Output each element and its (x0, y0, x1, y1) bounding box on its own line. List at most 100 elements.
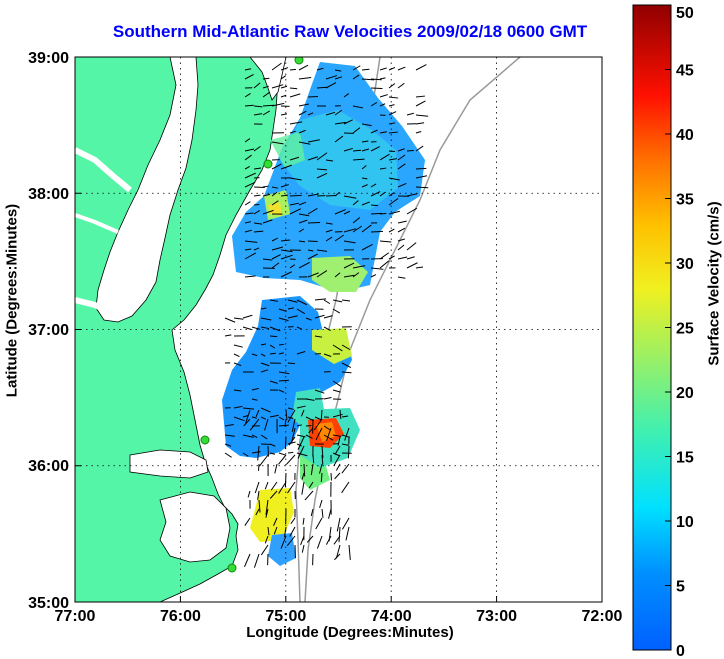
velocity-vector (244, 92, 251, 98)
velocity-vector (269, 326, 281, 332)
velocity-vector (233, 389, 242, 392)
station-marker (263, 159, 273, 169)
velocity-vector (325, 111, 336, 116)
velocity-vector (307, 139, 320, 143)
velocity-vector (341, 344, 351, 351)
velocity-vector (280, 194, 288, 197)
velocity-vector (296, 405, 306, 409)
velocity-vector (297, 436, 305, 450)
velocity-vector (242, 326, 252, 330)
velocity-vector (260, 362, 270, 367)
velocity-vector (298, 129, 306, 134)
velocity-vector (305, 416, 314, 422)
velocity-vector (325, 82, 337, 89)
velocity-vector (319, 463, 323, 474)
velocity-vector (370, 183, 377, 188)
velocity-vector (314, 314, 325, 319)
velocity-vector (325, 222, 333, 225)
velocity-vector (273, 526, 278, 535)
velocity-vector (296, 434, 306, 438)
velocity-vector (244, 517, 251, 526)
velocity-vector (307, 95, 319, 98)
colorbar-tick-label: 25 (676, 321, 694, 338)
velocity-vector (352, 265, 366, 269)
potomac-river (75, 147, 132, 193)
velocity-vector (397, 182, 407, 188)
velocity-vector (316, 168, 328, 171)
velocity-vector (264, 418, 269, 431)
velocity-vector (316, 270, 328, 278)
velocity-vector (341, 415, 349, 418)
velocity-vector (280, 271, 292, 278)
velocity-vector (333, 535, 341, 545)
velocity-vector (379, 77, 386, 80)
velocity-vector (298, 261, 311, 269)
velocity-vector (289, 177, 302, 181)
velocity-vector (334, 234, 345, 242)
velocity-vector (352, 225, 362, 233)
velocity-vector (406, 207, 418, 215)
velocity-vector (301, 472, 305, 480)
velocity-vector (305, 398, 315, 401)
velocity-vector (388, 197, 399, 206)
velocity-vector (332, 434, 342, 437)
velocity-vector (307, 253, 318, 260)
velocity-vector (296, 326, 303, 330)
velocity-vector (370, 212, 382, 215)
velocity-vector (280, 249, 293, 253)
velocity-vector (323, 353, 332, 357)
velocity-vector (370, 78, 382, 81)
velocity-vector (388, 83, 396, 89)
velocity-vector (325, 75, 338, 80)
velocity-vector (334, 191, 340, 197)
x-tick-label: 72:00 (582, 608, 623, 625)
velocity-vector (233, 362, 242, 367)
velocity-vector (320, 409, 323, 421)
velocity-vector (244, 68, 252, 71)
velocity-vector (245, 409, 251, 424)
velocity-vector (269, 380, 278, 384)
velocity-vector (253, 113, 263, 116)
velocity-vector (325, 159, 334, 162)
velocity-vector (316, 152, 328, 161)
velocity-vector (224, 452, 232, 458)
velocity-vector (379, 131, 387, 134)
velocity-vector (297, 445, 305, 459)
velocity-vector (296, 351, 306, 355)
velocity-vector (285, 409, 288, 420)
velocity-vector (341, 371, 352, 374)
velocity-vector (251, 451, 261, 454)
velocity-vector (313, 418, 323, 431)
velocity-vector (370, 146, 380, 152)
velocity-vector (343, 262, 355, 269)
velocity-vector (321, 445, 324, 459)
velocity-vector (269, 452, 276, 455)
velocity-vector (233, 344, 243, 348)
velocity-vector (289, 130, 296, 134)
james-river (75, 297, 112, 315)
velocity-vector (379, 103, 386, 107)
velocity-vector (397, 154, 406, 161)
velocity-field-north (232, 62, 425, 292)
velocity-vector (301, 544, 305, 553)
velocity-vector (314, 298, 327, 301)
velocity-vector (244, 248, 252, 251)
velocity-vector (307, 249, 314, 252)
velocity-vector (287, 451, 294, 454)
velocity-vector (242, 434, 254, 438)
velocity-vector (335, 463, 341, 471)
velocity-vector (242, 407, 255, 410)
velocity-vector (334, 135, 344, 143)
colorbar-tick-label: 20 (676, 385, 694, 402)
velocity-vector (287, 407, 294, 410)
velocity-vector (334, 76, 343, 80)
velocity-vector (302, 517, 305, 525)
velocity-vector (253, 167, 262, 170)
velocity-vector (289, 264, 296, 269)
velocity-vector (244, 221, 252, 224)
velocity-vector (253, 186, 265, 189)
velocity-vector (361, 148, 370, 152)
velocity-vector (308, 481, 314, 489)
velocity-vector (415, 266, 424, 269)
velocity-vector (260, 369, 269, 373)
